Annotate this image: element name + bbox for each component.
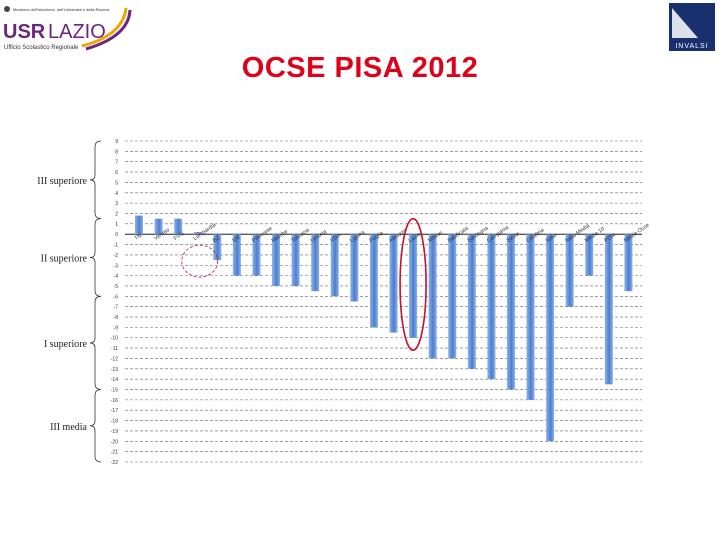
bar-fvg	[174, 218, 183, 235]
level-label: II superiore	[41, 253, 88, 264]
bar-marche	[272, 234, 281, 286]
y-tick-label: -10	[111, 336, 118, 342]
category-label: VDA	[329, 233, 342, 245]
y-tick-label: 5	[115, 180, 118, 186]
bar-media-10	[585, 234, 594, 276]
y-tick-label: 4	[115, 191, 118, 197]
annotations	[181, 217, 427, 351]
bar-campania	[487, 234, 496, 380]
y-tick-label: -6	[114, 294, 119, 300]
category-label: PON	[604, 232, 617, 244]
level-label: III media	[50, 422, 87, 433]
y-tick-label: 8	[115, 149, 118, 155]
bar-er	[232, 234, 241, 276]
y-tick-label: 7	[115, 160, 118, 166]
page-title: OCSE PISA 2012	[241, 52, 479, 84]
y-tick-label: -19	[111, 429, 118, 435]
level-bracket	[89, 295, 102, 390]
bar-sardegna	[467, 234, 476, 369]
bar-toscana	[291, 234, 300, 286]
y-tick-label: -3	[114, 263, 119, 269]
y-tick-label: -11	[111, 346, 118, 352]
emblem-icon	[4, 6, 10, 12]
logo-swoosh-purple	[85, 9, 132, 51]
y-tick-label: -2	[114, 253, 119, 259]
y-tick-label: 1	[115, 222, 118, 228]
invalsi-logo-shape	[672, 8, 698, 38]
category-label: Media Ocse	[623, 222, 650, 244]
y-tick-label: -15	[111, 388, 118, 394]
level-bracket	[89, 140, 102, 220]
y-tick-label: -18	[111, 419, 118, 425]
bar-puglia	[369, 234, 378, 328]
invalsi-logo-text: INVALSI	[675, 43, 708, 50]
bar-calabria	[526, 234, 535, 400]
dashed-highlight-ellipse	[181, 244, 219, 278]
bar-pon	[604, 234, 613, 385]
bar-lombardia	[193, 232, 202, 235]
highlight-ellipse	[399, 217, 427, 351]
bar-abruzzo	[389, 234, 398, 333]
level-label: I superiore	[44, 339, 88, 350]
bar-sicilia	[506, 234, 515, 390]
category-label: BZ	[212, 235, 222, 244]
y-tick-label: -20	[111, 439, 118, 445]
y-tick-label: -9	[114, 325, 119, 331]
y-axis-ticks: 9 8 7 6 5 4 3 2 1 0 -1 -2 -3 -4 -5 -6 -7 -8 -9 -10 -11 -12 -13…	[111, 139, 118, 466]
bar-molise	[428, 234, 437, 359]
bar-italia-media	[565, 234, 574, 307]
bar-basilicata	[448, 234, 457, 359]
y-tick-label: 6	[115, 170, 118, 176]
logo-subtitle: Ufficio Scolastico Regionale	[4, 45, 79, 51]
y-tick-label: 3	[115, 201, 118, 207]
y-tick-label: -1	[114, 243, 119, 249]
bar-vda	[330, 234, 339, 297]
bar-italia	[546, 234, 555, 442]
invalsi-logo: INVALSI	[669, 3, 715, 51]
y-tick-label: -16	[111, 398, 118, 404]
y-tick-label: -8	[114, 315, 119, 321]
logo-brand-usr: USR	[3, 21, 46, 43]
y-tick-label: -12	[111, 356, 118, 362]
y-tick-label: -5	[114, 284, 119, 290]
y-tick-label: 0	[115, 232, 118, 238]
bars	[135, 215, 633, 442]
bar-tn	[135, 215, 143, 235]
logo-swoosh-orange	[81, 7, 128, 48]
level-bracket	[89, 389, 102, 463]
usr-lazio-logo: Ministero dell'Istruzione, dell'Universi…	[3, 6, 132, 51]
bar-lazio	[409, 234, 418, 338]
bar-umbria	[311, 234, 320, 292]
y-tick-label: -17	[111, 408, 118, 414]
logo-brand-lazio: LAZIO	[48, 21, 106, 43]
bar-liguria	[350, 234, 359, 302]
logo-ministry-line: Ministero dell'Istruzione, dell'Universi…	[13, 7, 110, 12]
level-label: III superiore	[37, 176, 87, 187]
y-tick-label: -22	[111, 460, 118, 466]
bar-bz	[213, 234, 222, 261]
category-label: Umbria	[310, 228, 329, 244]
y-tick-label: -21	[111, 450, 118, 456]
category-label: ER	[232, 235, 242, 244]
category-label: FVG	[173, 231, 186, 242]
level-brackets: III superiore II superiore I superiore III …	[37, 140, 102, 463]
y-tick-label: 2	[115, 211, 118, 217]
y-tick-label: -4	[114, 274, 119, 280]
bar-veneto	[154, 218, 163, 235]
y-tick-label: -7	[114, 305, 119, 311]
bar-media-ocse	[624, 234, 633, 292]
y-tick-label: 9	[115, 139, 118, 145]
y-tick-label: -13	[111, 367, 118, 373]
y-tick-label: -14	[111, 377, 118, 383]
gridlines	[125, 140, 642, 463]
level-bracket	[89, 218, 102, 297]
category-label: TN	[134, 233, 143, 242]
bar-piemonte	[252, 234, 261, 276]
